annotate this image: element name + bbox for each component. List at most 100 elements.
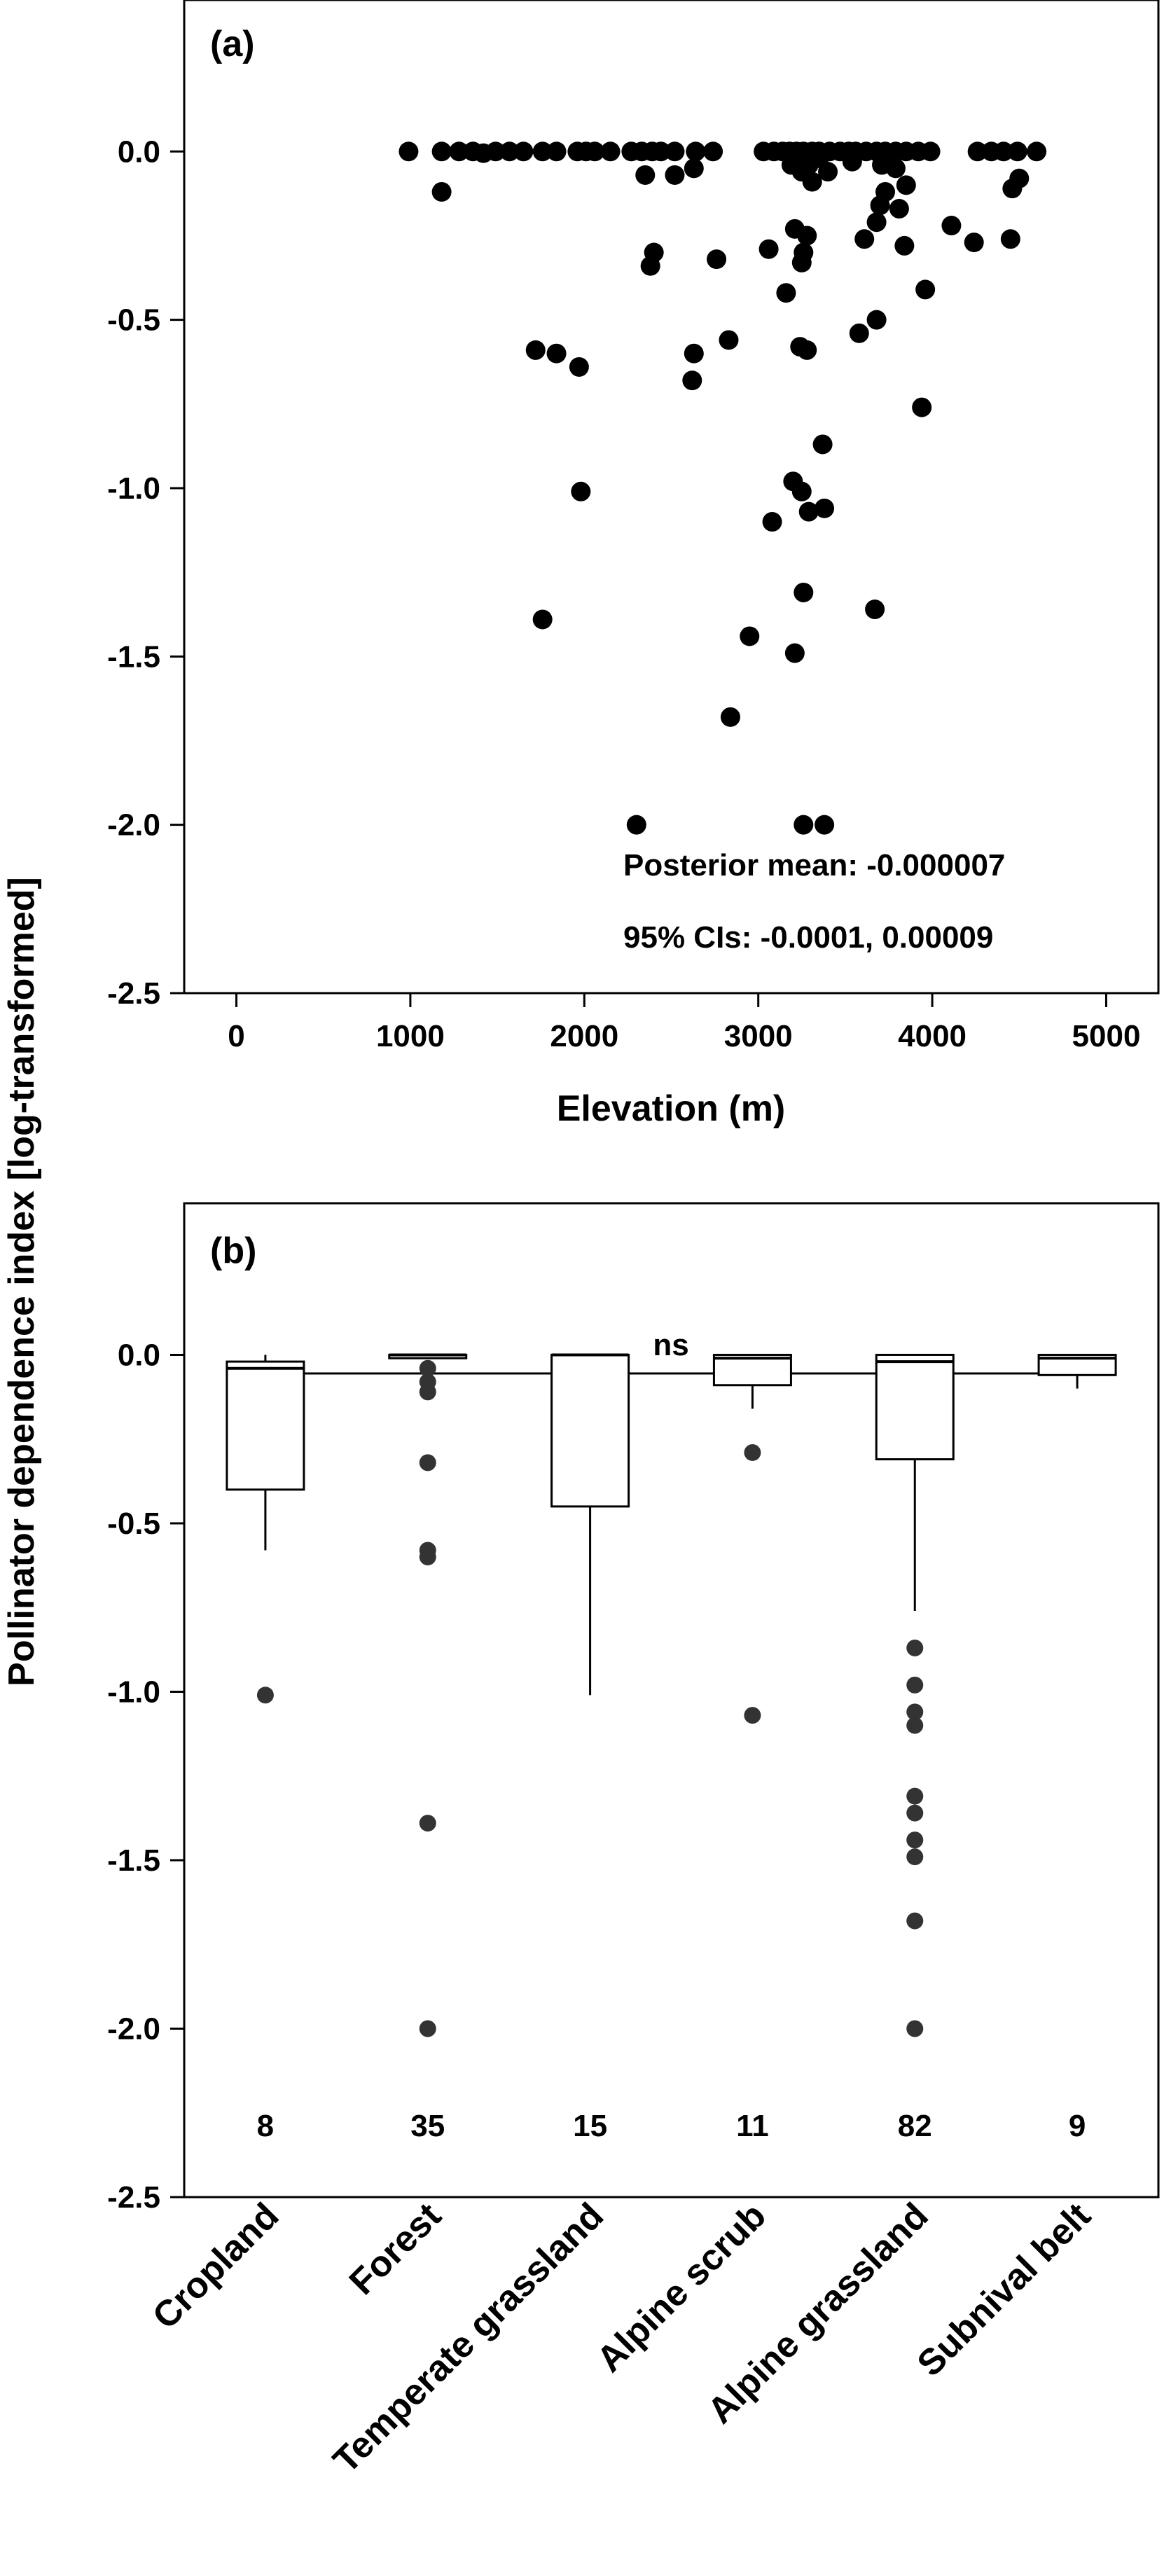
outlier-point	[419, 1454, 436, 1471]
panel-a-frame	[183, 0, 1160, 995]
data-point	[849, 323, 869, 343]
x-tick-label: 4000	[898, 1019, 966, 1053]
panel-a-label: (a)	[210, 24, 255, 64]
significance-label: ns	[653, 1328, 688, 1362]
data-point	[684, 343, 704, 363]
data-point	[720, 707, 740, 727]
data-point	[993, 141, 1013, 162]
panel-b-y-axis: 0.0 -0.5 -1.0 -1.5 -2.0 -2.5	[107, 1338, 184, 2215]
data-point	[812, 434, 833, 455]
data-point	[797, 226, 817, 246]
data-point	[600, 141, 621, 162]
data-point	[525, 340, 546, 360]
data-point	[1009, 168, 1030, 188]
panel-a-x-axis-title: Elevation (m)	[557, 1088, 786, 1129]
outlier-point	[419, 1359, 436, 1377]
data-point	[915, 279, 936, 300]
y-tick-label: 0.0	[118, 1338, 160, 1372]
data-point	[499, 141, 520, 162]
panel-a-y-axis: 0.0 -0.5 -1.0 -1.5 -2.0 -2.5	[107, 134, 184, 1011]
data-point	[707, 249, 727, 270]
y-tick-label: -1.0	[107, 471, 160, 506]
x-tick-label: 5000	[1072, 1019, 1141, 1053]
data-point	[546, 141, 567, 162]
y-tick-label: -2.0	[107, 2011, 160, 2046]
outlier-point	[906, 1848, 924, 1866]
data-point	[571, 481, 591, 501]
y-tick-label: 0.0	[118, 134, 160, 169]
box-temperate-grassland	[550, 1353, 630, 1696]
data-point	[791, 252, 812, 272]
outlier-point	[419, 1815, 436, 1832]
category-label: Temperate grassland	[326, 2195, 611, 2481]
data-point	[686, 141, 706, 162]
box-iqr	[550, 1353, 630, 1508]
sample-count: 8	[257, 2109, 274, 2143]
data-point	[665, 165, 685, 185]
data-point	[532, 141, 553, 162]
outlier-point	[256, 1687, 274, 1704]
outlier-point	[906, 1717, 924, 1734]
data-point	[866, 212, 887, 233]
y-tick-label: -2.5	[107, 2180, 160, 2215]
data-point	[762, 512, 782, 532]
box-iqr	[226, 1360, 305, 1491]
outlier-point	[906, 1831, 924, 1849]
category-label: Alpine scrub	[589, 2195, 774, 2380]
data-point	[842, 151, 862, 172]
posterior-mean-annotation: Posterior mean: -0.000007	[623, 848, 1005, 882]
data-point	[912, 397, 932, 417]
outlier-point	[906, 1639, 924, 1656]
data-point	[684, 158, 704, 179]
data-point	[449, 141, 469, 162]
outlier-point	[906, 1703, 924, 1721]
shared-y-axis-title: Pollinator dependence index [log-transfo…	[1, 877, 42, 1687]
data-point	[635, 165, 656, 185]
data-point	[1027, 141, 1047, 162]
outlier-point	[906, 1676, 924, 1694]
data-point	[794, 815, 814, 835]
data-point	[703, 141, 723, 162]
data-point	[719, 330, 739, 350]
outlier-point	[419, 1549, 436, 1566]
data-point	[870, 195, 890, 216]
data-point	[865, 600, 885, 620]
data-point	[532, 609, 553, 630]
sample-count: 15	[573, 2109, 607, 2143]
data-point	[431, 181, 452, 202]
data-point	[651, 141, 671, 162]
y-tick-label: -1.5	[107, 1843, 160, 1878]
panel-b-frame	[183, 1202, 1160, 2198]
data-point	[665, 141, 685, 162]
data-point	[797, 340, 817, 360]
y-tick-label: -0.5	[107, 1507, 160, 1541]
data-point	[513, 141, 534, 162]
box-iqr	[875, 1353, 955, 1461]
data-point	[815, 498, 835, 518]
data-point	[784, 643, 805, 663]
y-tick-label: -2.5	[107, 976, 160, 1011]
outlier-point	[744, 1707, 761, 1724]
outlier-point	[419, 1383, 436, 1401]
data-point	[740, 626, 760, 646]
data-point	[815, 815, 835, 835]
y-tick-label: -2.0	[107, 808, 160, 843]
x-tick-label: 2000	[550, 1019, 618, 1053]
data-point	[626, 815, 646, 835]
panel-a-x-axis: 0 1000 2000 3000 4000 5000	[228, 993, 1140, 1053]
y-tick-label: -0.5	[107, 303, 160, 338]
data-point	[758, 239, 779, 259]
data-point	[854, 229, 875, 249]
data-point	[866, 310, 887, 330]
panel-b-label: (b)	[210, 1231, 256, 1271]
panel-b-sample-counts: 8 35 15 11 82 9	[257, 2109, 1086, 2143]
outlier-point	[744, 1443, 761, 1461]
category-label: Forest	[342, 2195, 449, 2302]
data-point	[941, 216, 962, 236]
data-point	[682, 371, 702, 391]
data-point	[640, 256, 660, 276]
x-tick-label: 0	[228, 1019, 244, 1053]
data-point	[546, 343, 567, 363]
y-tick-label: -1.5	[107, 639, 160, 674]
